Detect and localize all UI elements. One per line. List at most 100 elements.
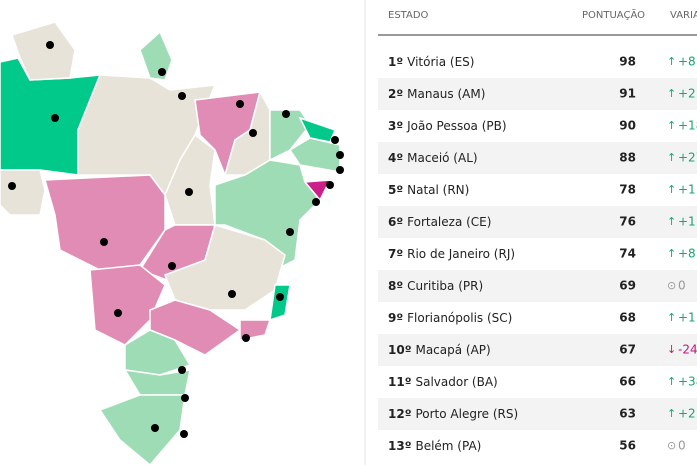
state-label: 11º Salvador (BA) — [388, 375, 498, 389]
capital — [8, 182, 16, 190]
capital — [331, 136, 339, 144]
change-icon: ↑ — [667, 119, 676, 132]
state-label: 2º Manaus (AM) — [388, 87, 485, 101]
score: 91 — [619, 87, 636, 101]
rank: 10º — [388, 343, 412, 357]
city: Belém (PA) — [415, 439, 481, 453]
rank: 3º — [388, 119, 403, 133]
state — [11, 21, 76, 81]
score: 67 — [619, 343, 636, 357]
score: 56 — [619, 439, 636, 453]
capital — [168, 262, 176, 270]
change: +21 — [678, 87, 697, 101]
capital — [158, 68, 166, 76]
state-label: 8º Curitiba (PR) — [388, 279, 483, 293]
capital — [286, 228, 294, 236]
change-icon: ↑ — [667, 247, 676, 260]
capital — [185, 188, 193, 196]
change: -24 — [678, 343, 697, 357]
city: Salvador (BA) — [415, 375, 497, 389]
rank: 8º — [388, 279, 403, 293]
capital — [236, 100, 244, 108]
rank: 11º — [388, 375, 412, 389]
city: Maceió (AL) — [407, 151, 477, 165]
rank: 2º — [388, 87, 403, 101]
rank: 12º — [388, 407, 412, 421]
capital — [46, 41, 54, 49]
capital — [276, 293, 284, 301]
score: 74 — [619, 247, 636, 261]
row-background — [378, 206, 697, 238]
state-label: 13º Belém (PA) — [388, 439, 481, 453]
state-label: 4º Maceió (AL) — [388, 151, 478, 165]
change: +8 — [678, 247, 696, 261]
capital — [282, 110, 290, 118]
row-background — [378, 398, 697, 430]
header: PONTUAÇÃO — [582, 8, 645, 21]
state — [123, 369, 191, 396]
rank: 9º — [388, 311, 403, 325]
state-label: 6º Fortaleza (CE) — [388, 215, 491, 229]
city: Manaus (AM) — [407, 87, 485, 101]
row-background — [378, 142, 697, 174]
change: +27 — [678, 151, 697, 165]
capital — [312, 198, 320, 206]
change: +38 — [678, 375, 697, 389]
capital — [181, 394, 189, 402]
state — [269, 284, 291, 322]
change: +2 — [678, 407, 696, 421]
city: Vitória (ES) — [407, 55, 474, 69]
rank: 6º — [388, 215, 403, 229]
score: 88 — [619, 151, 636, 165]
capital — [336, 151, 344, 159]
score: 90 — [619, 119, 636, 133]
change-icon: ↑ — [667, 215, 676, 228]
capital — [151, 424, 159, 432]
score: 63 — [619, 407, 636, 421]
state — [298, 116, 336, 143]
change: +18 — [678, 119, 697, 133]
score: 66 — [619, 375, 636, 389]
state — [98, 394, 186, 465]
change-icon: ↑ — [667, 311, 676, 324]
change-icon: ↑ — [667, 407, 676, 420]
state — [269, 109, 311, 162]
capital — [249, 129, 257, 137]
score: 78 — [619, 183, 636, 197]
capital — [100, 238, 108, 246]
city: Florianópolis (SC) — [407, 311, 512, 325]
change: +1 — [678, 215, 696, 229]
change: +1 — [678, 183, 696, 197]
row-background — [378, 270, 697, 302]
ranking-table: ESTADO PONTUAÇÃO VARIA 1º Vitória (ES) 98 ↑… — [378, 8, 697, 453]
state — [44, 174, 166, 271]
change: 0 — [678, 279, 686, 293]
change-icon: ↑ — [667, 183, 676, 196]
capital — [178, 92, 186, 100]
capital — [114, 309, 122, 317]
change-icon: ↑ — [667, 151, 676, 164]
state — [0, 169, 46, 216]
header: ESTADO — [388, 10, 429, 21]
state-label: 1º Vitória (ES) — [388, 55, 474, 69]
change-icon: ↓ — [667, 343, 676, 356]
capital — [336, 166, 344, 174]
state-label: 9º Florianópolis (SC) — [388, 311, 512, 325]
capital — [242, 334, 250, 342]
change-icon: ↑ — [667, 55, 676, 68]
city: Fortaleza (CE) — [407, 215, 491, 229]
score: 98 — [619, 55, 636, 69]
score: 68 — [619, 311, 636, 325]
capital — [178, 366, 186, 374]
capital — [51, 114, 59, 122]
header: VARIA — [670, 10, 697, 21]
change-icon: ↑ — [667, 87, 676, 100]
rank: 4º — [388, 151, 403, 165]
capital — [180, 430, 188, 438]
state — [139, 30, 173, 81]
state-label: 3º João Pessoa (PB) — [388, 119, 507, 133]
change-icon: ↑ — [667, 375, 676, 388]
score: 69 — [619, 279, 636, 293]
change-icon: ⊙ — [667, 279, 676, 292]
